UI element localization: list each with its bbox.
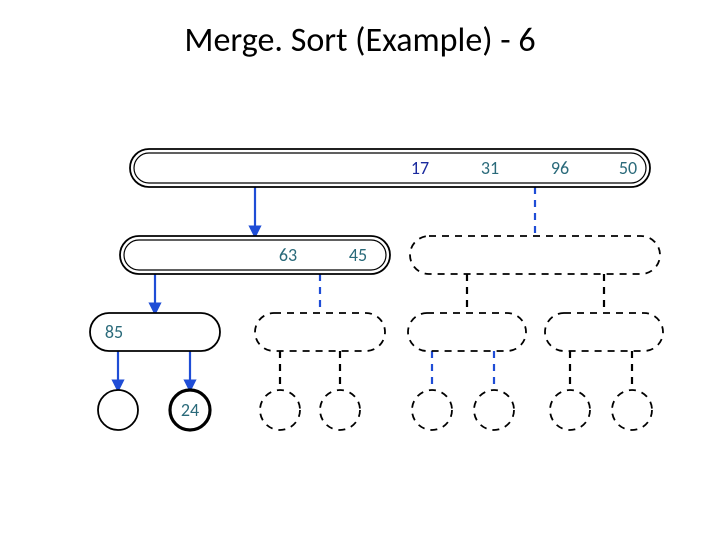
mergesort-diagram: 17 31 96 50 63 45 85 24: [0, 0, 720, 540]
svg-text:96: 96: [551, 157, 569, 179]
svg-text:17: 17: [411, 157, 429, 179]
svg-text:85: 85: [105, 321, 123, 343]
svg-text:31: 31: [481, 157, 499, 179]
svg-text:45: 45: [349, 244, 367, 266]
svg-text:24: 24: [181, 399, 199, 421]
svg-text:63: 63: [279, 244, 297, 266]
svg-text:50: 50: [619, 157, 637, 179]
